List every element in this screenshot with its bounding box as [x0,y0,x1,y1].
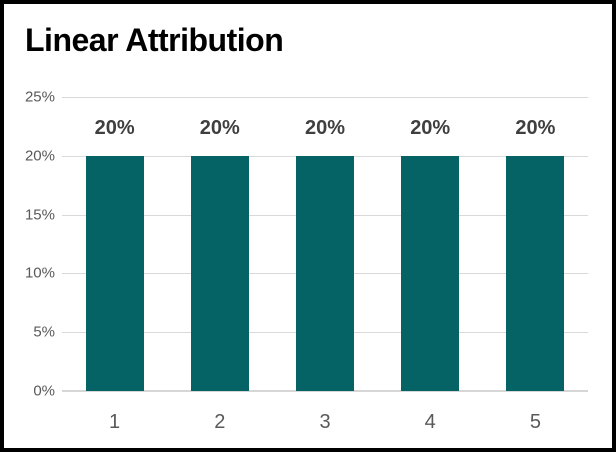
bar-slot: 20% [272,97,377,391]
bar-value-label: 20% [515,116,556,139]
bar-value-label: 20% [94,116,135,139]
y-axis-tick-label: 10% [24,264,55,282]
bar-value-label: 20% [199,116,240,139]
y-axis-tick-label: 0% [33,382,55,400]
x-axis-tick-label: 4 [424,411,436,433]
gridline [62,97,588,98]
chart-title: Linear Attribution [25,22,284,58]
bar-slot: 20% [378,97,483,391]
bar-slot: 20% [167,97,272,391]
x-axis-tick-label: 2 [214,411,226,433]
bar-value-label: 20% [304,116,346,139]
x-axis-line [62,390,588,392]
x-axis: 1 2 3 4 5 [62,410,588,434]
bar-slot: 20% [62,97,167,391]
x-axis-tick-label: 5 [529,411,541,433]
bar [190,155,249,391]
y-axis: 0% 5% 10% 15% 20% 25% [12,89,55,400]
bar [85,155,144,391]
y-axis-tick-label: 25% [24,88,55,106]
bar [506,155,565,391]
x-axis-tick-label: 3 [319,411,331,433]
bar [401,155,460,391]
x-axis-tick-label: 1 [109,411,121,433]
bar-value-label: 20% [410,116,451,139]
y-axis-tick-label: 15% [24,206,55,224]
y-axis-tick-label: 5% [33,323,55,341]
plot-area: 20% 20% 20% 20% 20% [62,97,588,392]
bars-layer: 20% 20% 20% 20% 20% [62,97,588,391]
bar-slot: 20% [483,97,588,391]
y-axis-tick-label: 20% [24,147,55,165]
bar [296,155,354,391]
